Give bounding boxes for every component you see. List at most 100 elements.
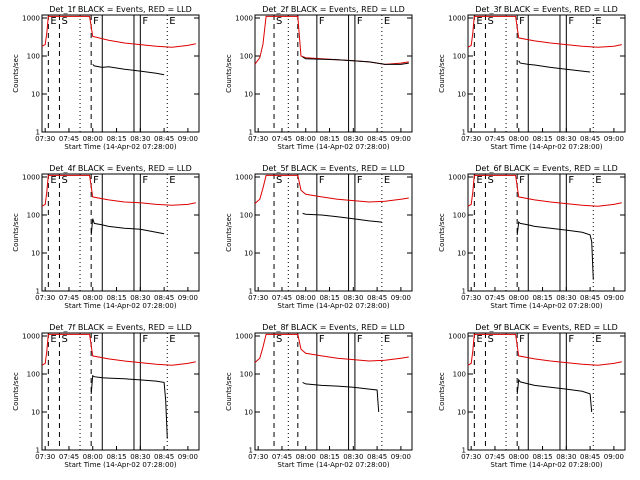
y-tick-label: 10 <box>31 91 40 99</box>
x-tick-label: 08:30 <box>343 135 363 143</box>
x-tick-label: 09:00 <box>178 135 198 143</box>
x-tick-label: 08:15 <box>106 453 126 461</box>
x-tick-label: 08:00 <box>296 135 316 143</box>
x-tick-label: 08:30 <box>556 294 576 302</box>
y-axis-label: Counts/sec <box>225 54 233 93</box>
x-tick-label: 08:00 <box>296 453 316 461</box>
event-marker-label: F <box>319 175 325 186</box>
panel-5: Det_5f BLACK = Events, RED = LLD S F F E 1 10 1… <box>225 164 413 310</box>
event-marker-label: E <box>384 16 390 27</box>
event-marker-label: E <box>595 16 601 27</box>
event-marker-label: E <box>476 334 482 345</box>
x-tick-label: 08:00 <box>83 135 103 143</box>
x-tick-label: 08:15 <box>319 453 339 461</box>
y-axis-label: Counts/sec <box>225 372 233 411</box>
panel-title: Det_9f BLACK = Events, RED = LLD <box>475 323 618 332</box>
event-marker-label: S <box>487 334 493 345</box>
panel-title: Det_1f BLACK = Events, RED = LLD <box>49 5 192 14</box>
x-axis-label: Start Time (14-Apr-02 07:28:00) <box>64 143 176 151</box>
y-tick-label: 10 <box>457 250 466 258</box>
plot-frame <box>41 173 200 292</box>
event-marker-label: E <box>595 175 601 186</box>
x-axis-label: Start Time (14-Apr-02 07:28:00) <box>64 461 176 469</box>
lld-series-line <box>41 174 196 207</box>
panel-title: Det_2f BLACK = Events, RED = LLD <box>262 5 405 14</box>
event-marker-label: S <box>61 334 67 345</box>
x-tick-label: 08:45 <box>367 135 387 143</box>
x-tick-label: 08:30 <box>343 294 363 302</box>
lld-series-line <box>467 174 622 207</box>
x-tick-label: 08:15 <box>106 294 126 302</box>
y-tick-label: 100 <box>27 371 40 379</box>
x-tick-label: 07:30 <box>35 135 55 143</box>
y-tick-label: 1000 <box>235 333 253 341</box>
y-tick-label: 100 <box>240 212 253 220</box>
y-tick-label: 1 <box>249 129 253 137</box>
y-tick-label: 10 <box>31 409 40 417</box>
y-axis-label: Counts/sec <box>438 372 446 411</box>
event-marker-label: S <box>487 16 493 27</box>
plot-frame <box>467 14 626 133</box>
x-tick-label: 08:30 <box>556 453 576 461</box>
x-tick-label: 07:30 <box>461 453 481 461</box>
x-tick-label: 08:00 <box>509 294 529 302</box>
x-tick-label: 08:00 <box>296 294 316 302</box>
y-tick-label: 1 <box>36 288 40 296</box>
lld-series-line <box>41 15 196 48</box>
x-tick-label: 07:45 <box>485 294 505 302</box>
x-tick-label: 09:00 <box>178 453 198 461</box>
events-series-line <box>90 218 165 235</box>
events-series-line <box>302 381 380 413</box>
event-marker-label: F <box>519 16 525 27</box>
x-tick-label: 08:15 <box>319 294 339 302</box>
x-tick-label: 08:30 <box>130 294 150 302</box>
event-marker-label: F <box>142 175 148 186</box>
x-tick-label: 09:00 <box>391 294 411 302</box>
event-marker-label: E <box>169 16 175 27</box>
x-axis-label: Start Time (14-Apr-02 07:28:00) <box>277 143 389 151</box>
y-axis-label: Counts/sec <box>12 213 20 252</box>
x-tick-label: 08:30 <box>343 453 363 461</box>
x-tick-label: 08:45 <box>367 453 387 461</box>
panel-title: Det_6f BLACK = Events, RED = LLD <box>475 164 618 173</box>
events-series-line <box>92 64 165 76</box>
x-axis-label: Start Time (14-Apr-02 07:28:00) <box>277 302 389 310</box>
x-tick-label: 08:45 <box>580 453 600 461</box>
event-marker-label: F <box>568 16 574 27</box>
x-tick-label: 07:45 <box>59 135 79 143</box>
plot-frame <box>467 332 626 451</box>
event-marker-label: E <box>169 334 175 345</box>
lld-series-line <box>467 15 622 48</box>
y-tick-label: 100 <box>453 53 466 61</box>
panel-title: Det_4f BLACK = Events, RED = LLD <box>49 164 192 173</box>
panel-2: Det_2f BLACK = Events, RED = LLD S F F E 1 10 1… <box>225 5 413 151</box>
events-series-line <box>516 221 594 280</box>
plot-frame <box>41 14 200 133</box>
panel-title: Det_7f BLACK = Events, RED = LLD <box>49 323 192 332</box>
event-marker-label: E <box>595 334 601 345</box>
event-marker-label: F <box>357 16 363 27</box>
x-tick-label: 07:30 <box>461 135 481 143</box>
event-marker-label: F <box>357 334 363 345</box>
event-marker-label: F <box>93 334 99 345</box>
event-marker-label: F <box>568 175 574 186</box>
x-tick-label: 08:30 <box>130 453 150 461</box>
event-marker-label: F <box>319 334 325 345</box>
x-tick-label: 08:15 <box>532 294 552 302</box>
events-series-line <box>302 56 409 65</box>
lld-series-line <box>254 174 409 204</box>
lld-series-line <box>467 333 622 366</box>
y-tick-label: 1000 <box>22 15 40 23</box>
y-tick-label: 1000 <box>235 15 253 23</box>
x-tick-label: 09:00 <box>391 135 411 143</box>
event-marker-label: F <box>519 175 525 186</box>
x-tick-label: 08:45 <box>154 135 174 143</box>
event-marker-label: S <box>276 175 282 186</box>
y-axis-label: Counts/sec <box>225 213 233 252</box>
x-axis-label: Start Time (14-Apr-02 07:28:00) <box>490 143 602 151</box>
event-marker-label: F <box>519 334 525 345</box>
x-axis-label: Start Time (14-Apr-02 07:28:00) <box>490 461 602 469</box>
